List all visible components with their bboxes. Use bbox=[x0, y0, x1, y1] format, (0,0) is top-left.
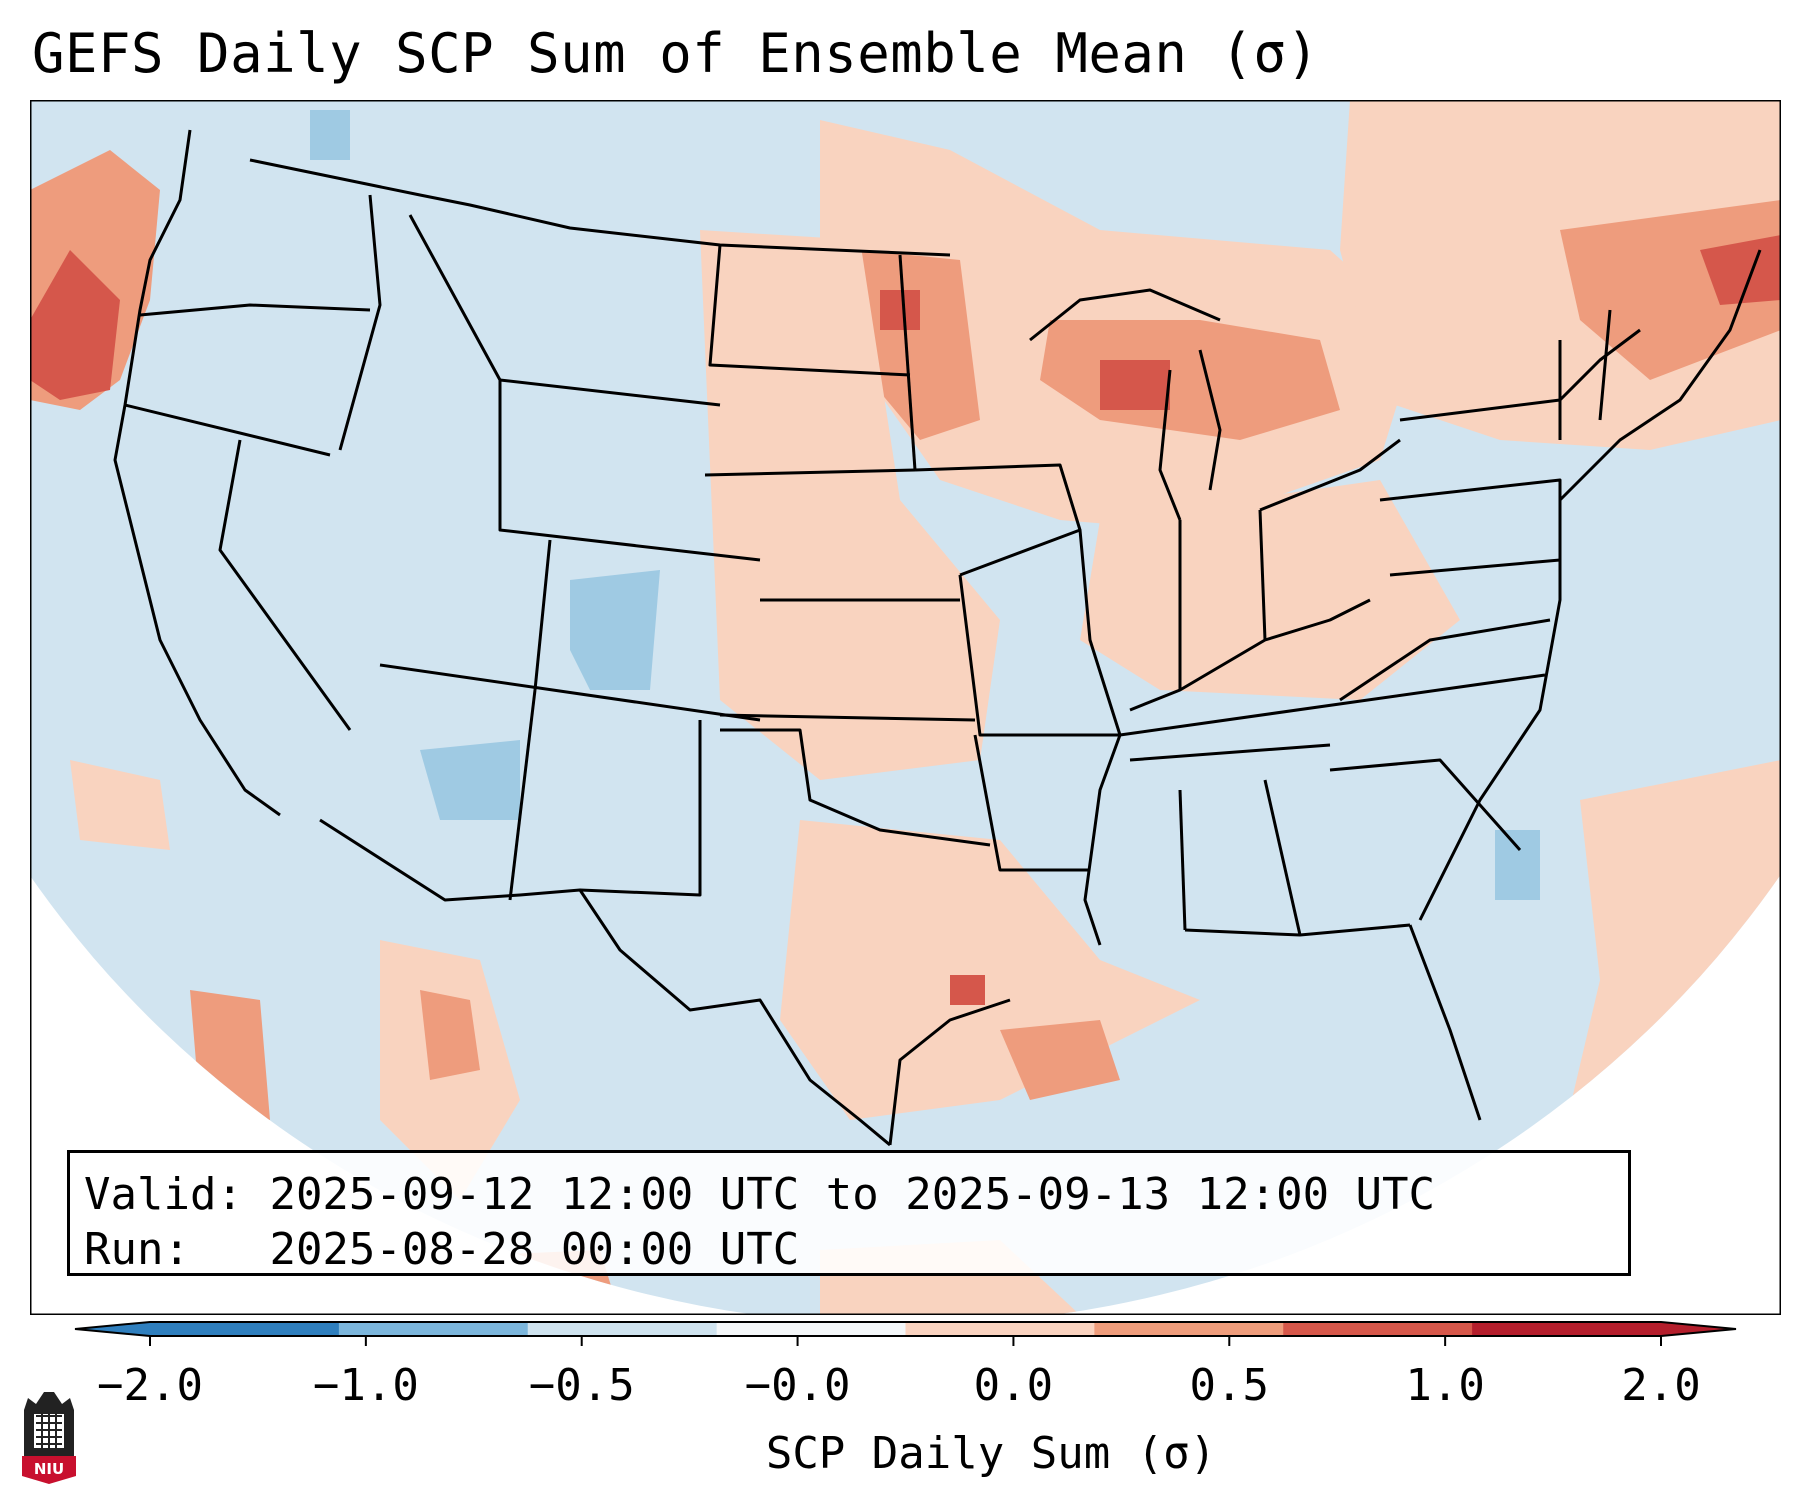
us-west-coast bbox=[113, 129, 281, 817]
colorbar-bin bbox=[1283, 1322, 1473, 1336]
valid-value: 2025-09-12 12:00 UTC to 2025-09-13 12:00… bbox=[269, 1169, 1436, 1220]
colorbar-bin bbox=[527, 1322, 718, 1336]
alabama-georgia bbox=[1263, 779, 1302, 936]
run-label: Run: bbox=[84, 1224, 190, 1275]
nevada-california bbox=[218, 439, 352, 731]
anomaly-idaho-negative bbox=[310, 110, 350, 160]
mexico-border bbox=[319, 818, 891, 1147]
colorbar-bin bbox=[1472, 1322, 1662, 1336]
canada-border bbox=[249, 158, 951, 257]
georgia-carolinas bbox=[1329, 758, 1522, 851]
dakotas-border bbox=[708, 244, 911, 377]
oregon-california bbox=[124, 403, 331, 457]
lake-michigan bbox=[1158, 349, 1222, 521]
colorbar-tick-label: 0.5 bbox=[1189, 1360, 1270, 1411]
colorbar-tick-label: 2.0 bbox=[1621, 1360, 1701, 1411]
anomaly-dakotas-core bbox=[880, 290, 920, 330]
colorbar-tick-label: −0.0 bbox=[744, 1360, 851, 1411]
minnesota-west bbox=[898, 254, 917, 471]
four-corners-line bbox=[379, 663, 761, 722]
colorbar-label: SCP Daily Sum (σ) bbox=[765, 1428, 1217, 1479]
new-york-border bbox=[1399, 328, 1641, 422]
kansas-oklahoma bbox=[719, 713, 976, 722]
anomaly-atlantic-negative bbox=[1495, 830, 1540, 900]
sd-nebraska bbox=[704, 468, 916, 477]
svg-text:NIU: NIU bbox=[34, 1460, 64, 1478]
colorbar-extend-right bbox=[1661, 1322, 1736, 1336]
map-panel bbox=[30, 100, 1781, 1315]
run-value: 2025-08-28 00:00 UTC bbox=[269, 1224, 800, 1275]
anomaly-pacific-nw-core bbox=[30, 250, 120, 400]
anomaly-texas-core bbox=[950, 975, 985, 1005]
colorbar-tick-label: −0.5 bbox=[528, 1360, 635, 1411]
lake-erie bbox=[1259, 438, 1401, 512]
anomaly-midwest-south bbox=[1080, 480, 1460, 700]
kentucky-tennessee bbox=[1129, 743, 1331, 762]
tennessee-border bbox=[1119, 673, 1546, 737]
anomaly-maine-core bbox=[1700, 235, 1781, 305]
idaho-border bbox=[338, 194, 382, 451]
lake-superior bbox=[1029, 288, 1221, 342]
valid-label: Valid: bbox=[84, 1169, 243, 1220]
colorbar-tick-label: −2.0 bbox=[97, 1360, 203, 1411]
washington-oregon bbox=[139, 303, 371, 317]
florida-border bbox=[1184, 923, 1411, 937]
texas-oklahoma bbox=[720, 728, 991, 847]
virginia-border bbox=[1339, 618, 1551, 702]
colorbar bbox=[74, 1321, 1737, 1346]
colorbar-bin bbox=[1094, 1322, 1284, 1336]
texas-newmexico bbox=[579, 720, 702, 897]
colorbar-bin bbox=[716, 1322, 906, 1336]
new-england-borders bbox=[1558, 309, 1612, 440]
valid-run-info-box: Valid: 2025-09-12 12:00 UTC to 2025-09-1… bbox=[67, 1150, 1631, 1276]
state-boundaries bbox=[113, 129, 1762, 1147]
colorbar-bin bbox=[905, 1322, 1095, 1336]
arkansas-border bbox=[973, 734, 1090, 872]
anomaly-great-lakes-core bbox=[1100, 360, 1170, 410]
utah-colorado bbox=[533, 539, 552, 691]
wyoming-colorado bbox=[498, 380, 761, 562]
indiana-ohio bbox=[1258, 509, 1267, 641]
texas-gulf-coast bbox=[888, 998, 1011, 1146]
florida-coast bbox=[1408, 924, 1482, 1121]
map-title: GEFS Daily SCP Sum of Ensemble Mean (σ) bbox=[32, 22, 1320, 85]
missouri-border bbox=[958, 574, 1120, 737]
mississippi-river bbox=[1078, 529, 1122, 946]
anomaly-colorado-negative bbox=[570, 570, 660, 690]
arizona-newmexico bbox=[508, 689, 537, 901]
anomaly-gulf-core bbox=[1000, 1020, 1120, 1100]
iowa-border bbox=[914, 463, 1082, 577]
niu-logo-icon: NIU bbox=[22, 1392, 76, 1484]
colorbar-tick-label: 1.0 bbox=[1405, 1360, 1485, 1411]
colorbar-tick-label: −1.0 bbox=[312, 1360, 419, 1411]
ohio-river bbox=[1129, 598, 1371, 712]
anomaly-arizona-negative bbox=[420, 740, 520, 820]
colorbar-tick-label: 0.0 bbox=[973, 1360, 1054, 1411]
anomaly-baja bbox=[70, 760, 170, 850]
anomaly-mexico-core bbox=[420, 990, 480, 1080]
colorbar-extend-left bbox=[75, 1322, 150, 1336]
alabama-mississippi bbox=[1178, 789, 1187, 931]
colorbar-bin bbox=[150, 1322, 340, 1336]
pennsylvania-border bbox=[1379, 478, 1562, 577]
colorbar-bin bbox=[338, 1322, 529, 1336]
